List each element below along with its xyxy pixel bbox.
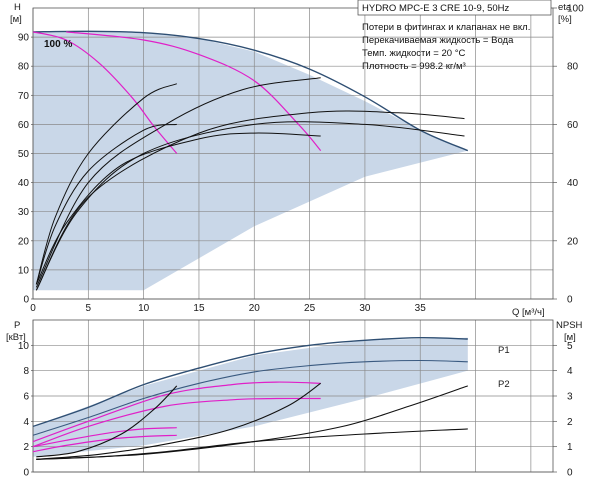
top-ylabel-unit: [м] (10, 14, 22, 25)
bottom-ylabel-symbol: P (14, 320, 20, 331)
series-line-npsh (36, 382, 322, 460)
series-line-eta (35, 83, 177, 285)
y-tick-label-left: 30 (18, 207, 30, 218)
y-tick-label-left: 6 (23, 392, 29, 403)
series-line-max (32, 336, 468, 428)
series-line-eta (35, 121, 465, 291)
y-tick-label-right: 2 (567, 417, 573, 428)
note-liquid: Перекачиваемая жидкость = Вода (362, 35, 514, 46)
y-tick-label-left: 70 (18, 91, 30, 102)
x-tick-label: 10 (138, 303, 150, 314)
y-tick-label-right: 4 (567, 366, 573, 377)
series-line-eta (35, 77, 321, 288)
head-chart-panel: 0 10 20 30 40 50 60 70 80 90 0 20 40 60 80 100 0 5 10 15 20 2… (18, 4, 584, 315)
x-tick-label: 15 (193, 303, 205, 314)
x-tick-label: 25 (304, 303, 316, 314)
y-tick-label-left: 10 (18, 265, 30, 276)
y-tick-label-left: 4 (23, 417, 29, 428)
series-line-eta (35, 110, 465, 291)
y-tick-label-left: 60 (18, 120, 30, 131)
y-tick-label-right: 40 (567, 178, 579, 189)
x-tick-label: 35 (415, 303, 427, 314)
top-ylabel-symbol: H (14, 2, 21, 13)
series-line-system (32, 397, 321, 448)
series-line-max (32, 30, 469, 152)
series-line-system (32, 381, 321, 443)
series-line-system (66, 31, 322, 151)
y-tick-label-right: 100 (567, 4, 584, 15)
top-ylabel-right-symbol: eta (558, 2, 572, 13)
y-tick-label-left: 90 (18, 33, 30, 44)
y-tick-label-left: 0 (23, 295, 29, 306)
series-line-system (32, 427, 177, 448)
x-tick-label: 30 (359, 303, 371, 314)
operating-envelope-area (33, 31, 468, 291)
y-tick-label-left: 8 (23, 366, 29, 377)
x-axis-label: Q [м³/ч] (512, 307, 545, 318)
bottom-ylabel-right-unit: [м] (564, 332, 576, 343)
title-box (357, 0, 552, 16)
y-tick-label-left: 20 (18, 236, 30, 247)
series-line-max2 (32, 359, 468, 436)
y-tick-label-right: 20 (567, 236, 579, 247)
y-tick-label-right: 80 (567, 62, 579, 73)
series-line-eta (35, 132, 321, 285)
y-tick-label-left: 10 (18, 341, 30, 352)
y-tick-label-right: 5 (567, 341, 573, 352)
y-tick-label-left: 2 (23, 442, 29, 453)
speed-label: 100 % (44, 39, 72, 50)
y-tick-label-left: 80 (18, 62, 30, 73)
top-ylabel-right-unit: [%] (558, 14, 572, 25)
note-temperature: Темп. жидкости = 20 °C (362, 48, 465, 59)
bottom-ylabel-unit: [кВт] (6, 332, 26, 343)
operating-envelope-area (33, 337, 468, 457)
y-tick-label-right: 0 (567, 468, 573, 479)
chart-title: HYDRO MPC-E 3 CRE 10-9, 50Hz (362, 3, 510, 14)
x-tick-label: 20 (249, 303, 261, 314)
bottom-ylabel-right-symbol: NPSH (556, 320, 583, 331)
note-density: Плотность = 998.2 кг/м³ (362, 61, 466, 72)
series-line-npsh (36, 385, 178, 458)
x-tick-label: 5 (86, 303, 92, 314)
note-fittings: Потери в фитингах и клапанах не вкл. (362, 22, 530, 33)
y-tick-label-right: 3 (567, 392, 573, 403)
x-tick-label: 0 (30, 303, 36, 314)
y-tick-label-left: 40 (18, 178, 30, 189)
y-tick-label-right: 60 (567, 120, 579, 131)
y-tick-label-right: 1 (567, 442, 573, 453)
series-line-npsh (36, 428, 468, 460)
y-tick-label-left: 50 (18, 149, 30, 160)
series-line-eta (35, 123, 177, 285)
p2-label: P2 (498, 379, 510, 390)
y-tick-label-left: 0 (23, 468, 29, 479)
p1-label: P1 (498, 345, 510, 356)
y-tick-label-right: 0 (567, 295, 573, 306)
power-chart-panel: 0 2 4 6 8 10 0 1 2 3 4 5 (18, 319, 573, 479)
